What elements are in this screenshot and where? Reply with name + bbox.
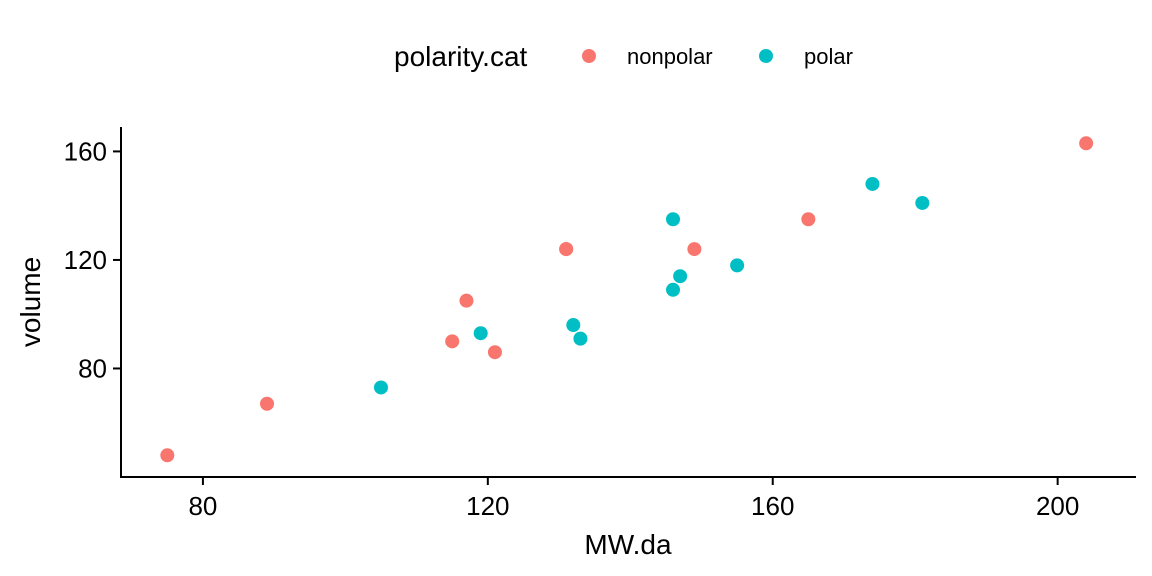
point-nonpolar [1079, 136, 1094, 151]
point-polar [865, 176, 880, 191]
point-nonpolar [801, 212, 816, 227]
x-tick-label: 160 [751, 491, 794, 521]
y-axis-title: volume [15, 257, 46, 347]
legend-label-polar: polar [804, 44, 853, 69]
legend: polarity.cat nonpolar polar [394, 41, 853, 72]
legend-key-polar [759, 49, 773, 63]
point-polar [915, 195, 930, 210]
point-nonpolar [160, 448, 175, 463]
point-nonpolar [445, 334, 460, 349]
axes: 80 120 160 200 80 120 160 MW.da volume [15, 127, 1136, 560]
point-polar [666, 212, 681, 227]
x-tick-label: 120 [466, 491, 509, 521]
point-polar [673, 269, 688, 284]
point-polar [730, 258, 745, 273]
point-nonpolar [459, 293, 474, 308]
point-polar [473, 326, 488, 341]
point-polar [566, 318, 581, 333]
point-nonpolar [559, 242, 574, 257]
legend-label-nonpolar: nonpolar [627, 44, 713, 69]
point-polar [666, 282, 681, 297]
y-tick-label: 160 [64, 136, 107, 166]
y-ticks: 80 120 160 [64, 136, 121, 383]
x-tick-label: 200 [1036, 491, 1079, 521]
point-polar [573, 331, 588, 346]
point-nonpolar [487, 345, 502, 360]
y-tick-label: 120 [64, 245, 107, 275]
legend-title: polarity.cat [394, 41, 528, 72]
x-ticks: 80 120 160 200 [188, 477, 1079, 521]
x-tick-label: 80 [188, 491, 217, 521]
data-points [160, 136, 1094, 463]
legend-key-nonpolar [582, 49, 596, 63]
point-nonpolar [687, 242, 702, 257]
y-tick-label: 80 [78, 353, 107, 383]
point-polar [373, 380, 388, 395]
point-nonpolar [260, 396, 275, 411]
x-axis-title: MW.da [584, 529, 672, 560]
